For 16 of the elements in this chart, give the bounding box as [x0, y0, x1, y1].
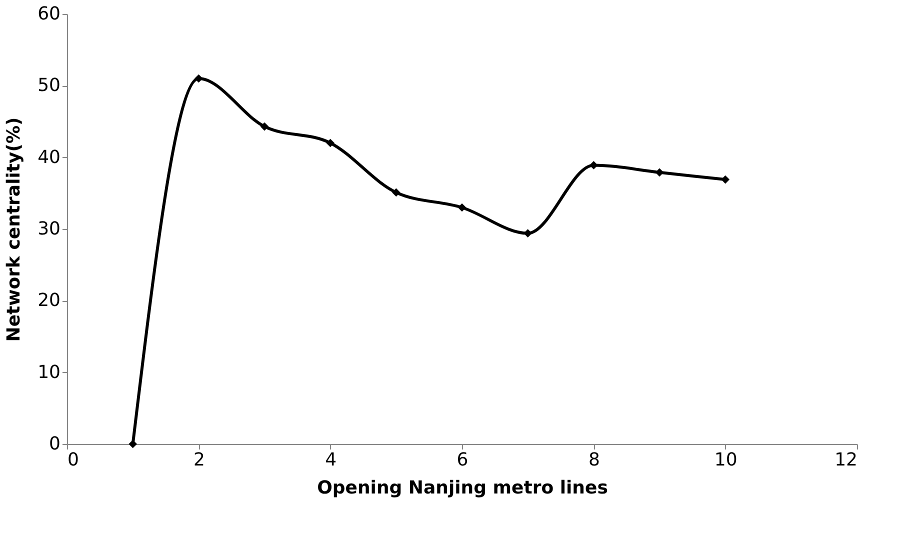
y-tick-label: 60 — [38, 4, 60, 24]
x-tick-label: 12 — [834, 450, 858, 470]
y-tick-label: 20 — [38, 290, 60, 312]
x-tick-label: 2 — [193, 450, 205, 470]
x-tick-label: 0 — [68, 450, 79, 470]
x-tick-label: 6 — [456, 450, 468, 470]
y-tick-label: 30 — [38, 218, 60, 240]
x-tick-label: 8 — [588, 450, 600, 470]
x-tick-label: 4 — [325, 450, 337, 470]
x-tick-label: 10 — [714, 450, 738, 470]
y-tick-label: 0 — [49, 434, 60, 454]
y-tick-label: 50 — [38, 75, 60, 96]
x-axis-title: Opening Nanjing metro lines — [317, 478, 608, 498]
y-tick-label: 10 — [38, 362, 60, 383]
y-tick-label: 40 — [38, 146, 60, 168]
y-axis-title: Network centrality(%) — [4, 117, 25, 342]
